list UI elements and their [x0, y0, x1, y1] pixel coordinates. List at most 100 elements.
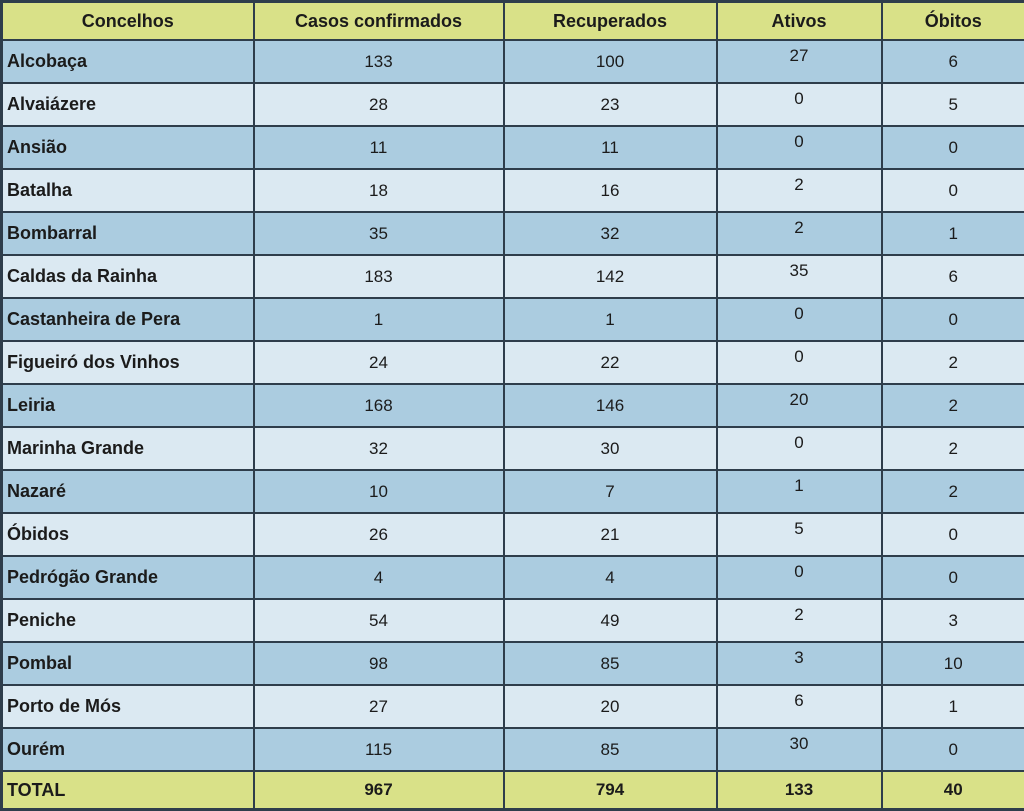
deaths-value: 2: [882, 470, 1024, 513]
confirmed-value: 4: [254, 556, 504, 599]
deaths-value: 0: [882, 513, 1024, 556]
table-row: Óbidos 26 21 5 0: [2, 513, 1024, 556]
confirmed-value: 24: [254, 341, 504, 384]
confirmed-value: 28: [254, 83, 504, 126]
recovered-value: 30: [504, 427, 717, 470]
concelho-name: Alvaiázere: [2, 83, 254, 126]
active-value: 27: [717, 40, 882, 83]
table-row: Nazaré 10 7 1 2: [2, 470, 1024, 513]
confirmed-value: 11: [254, 126, 504, 169]
confirmed-value: 98: [254, 642, 504, 685]
confirmed-value: 32: [254, 427, 504, 470]
deaths-value: 0: [882, 126, 1024, 169]
confirmed-value: 133: [254, 40, 504, 83]
total-active-value: 133: [717, 771, 882, 810]
table-header: Concelhos Casos confirmados Recuperados …: [2, 2, 1024, 41]
deaths-value: 0: [882, 556, 1024, 599]
active-value: 30: [717, 728, 882, 771]
recovered-value: 7: [504, 470, 717, 513]
deaths-value: 1: [882, 212, 1024, 255]
deaths-value: 3: [882, 599, 1024, 642]
recovered-value: 85: [504, 728, 717, 771]
active-value: 5: [717, 513, 882, 556]
confirmed-value: 18: [254, 169, 504, 212]
concelho-name: Figueiró dos Vinhos: [2, 341, 254, 384]
concelho-name: Alcobaça: [2, 40, 254, 83]
recovered-value: 49: [504, 599, 717, 642]
recovered-value: 16: [504, 169, 717, 212]
table-row: Figueiró dos Vinhos 24 22 0 2: [2, 341, 1024, 384]
concelho-name: Peniche: [2, 599, 254, 642]
deaths-value: 6: [882, 40, 1024, 83]
table-row: Bombarral 35 32 2 1: [2, 212, 1024, 255]
active-value: 3: [717, 642, 882, 685]
active-value: 1: [717, 470, 882, 513]
concelho-name: Nazaré: [2, 470, 254, 513]
confirmed-value: 26: [254, 513, 504, 556]
table-row: Alcobaça 133 100 27 6: [2, 40, 1024, 83]
recovered-value: 142: [504, 255, 717, 298]
active-value: 0: [717, 83, 882, 126]
recovered-value: 11: [504, 126, 717, 169]
recovered-value: 146: [504, 384, 717, 427]
table-row: Alvaiázere 28 23 0 5: [2, 83, 1024, 126]
total-recovered-value: 794: [504, 771, 717, 810]
active-value: 2: [717, 169, 882, 212]
recovered-value: 4: [504, 556, 717, 599]
recovered-value: 23: [504, 83, 717, 126]
total-label: TOTAL: [2, 771, 254, 810]
active-value: 0: [717, 298, 882, 341]
recovered-value: 32: [504, 212, 717, 255]
confirmed-value: 35: [254, 212, 504, 255]
deaths-value: 0: [882, 728, 1024, 771]
table-row: Ourém 115 85 30 0: [2, 728, 1024, 771]
concelho-name: Porto de Mós: [2, 685, 254, 728]
recovered-value: 20: [504, 685, 717, 728]
deaths-value: 2: [882, 384, 1024, 427]
deaths-value: 10: [882, 642, 1024, 685]
active-value: 6: [717, 685, 882, 728]
concelho-name: Marinha Grande: [2, 427, 254, 470]
total-confirmed-value: 967: [254, 771, 504, 810]
table-row: Pedrógão Grande 4 4 0 0: [2, 556, 1024, 599]
confirmed-value: 115: [254, 728, 504, 771]
active-value: 35: [717, 255, 882, 298]
total-row: TOTAL 967 794 133 40: [2, 771, 1024, 810]
table-row: Leiria 168 146 20 2: [2, 384, 1024, 427]
active-value: 0: [717, 427, 882, 470]
confirmed-value: 54: [254, 599, 504, 642]
table-row: Ansião 11 11 0 0: [2, 126, 1024, 169]
deaths-value: 1: [882, 685, 1024, 728]
deaths-value: 0: [882, 298, 1024, 341]
table-row: Pombal 98 85 3 10: [2, 642, 1024, 685]
deaths-value: 0: [882, 169, 1024, 212]
column-header-obitos: Óbitos: [882, 2, 1024, 41]
recovered-value: 100: [504, 40, 717, 83]
active-value: 0: [717, 341, 882, 384]
table-row: Castanheira de Pera 1 1 0 0: [2, 298, 1024, 341]
concelho-name: Leiria: [2, 384, 254, 427]
table-row: Peniche 54 49 2 3: [2, 599, 1024, 642]
table-row: Batalha 18 16 2 0: [2, 169, 1024, 212]
recovered-value: 22: [504, 341, 717, 384]
concelho-name: Castanheira de Pera: [2, 298, 254, 341]
concelho-name: Caldas da Rainha: [2, 255, 254, 298]
column-header-ativos: Ativos: [717, 2, 882, 41]
concelho-name: Ourém: [2, 728, 254, 771]
recovered-value: 1: [504, 298, 717, 341]
column-header-concelhos: Concelhos: [2, 2, 254, 41]
active-value: 0: [717, 556, 882, 599]
confirmed-value: 10: [254, 470, 504, 513]
confirmed-value: 168: [254, 384, 504, 427]
concelho-name: Óbidos: [2, 513, 254, 556]
active-value: 20: [717, 384, 882, 427]
header-row: Concelhos Casos confirmados Recuperados …: [2, 2, 1024, 41]
deaths-value: 2: [882, 427, 1024, 470]
table-row: Porto de Mós 27 20 6 1: [2, 685, 1024, 728]
total-deaths-value: 40: [882, 771, 1024, 810]
recovered-value: 21: [504, 513, 717, 556]
active-value: 0: [717, 126, 882, 169]
concelho-name: Pedrógão Grande: [2, 556, 254, 599]
recovered-value: 85: [504, 642, 717, 685]
